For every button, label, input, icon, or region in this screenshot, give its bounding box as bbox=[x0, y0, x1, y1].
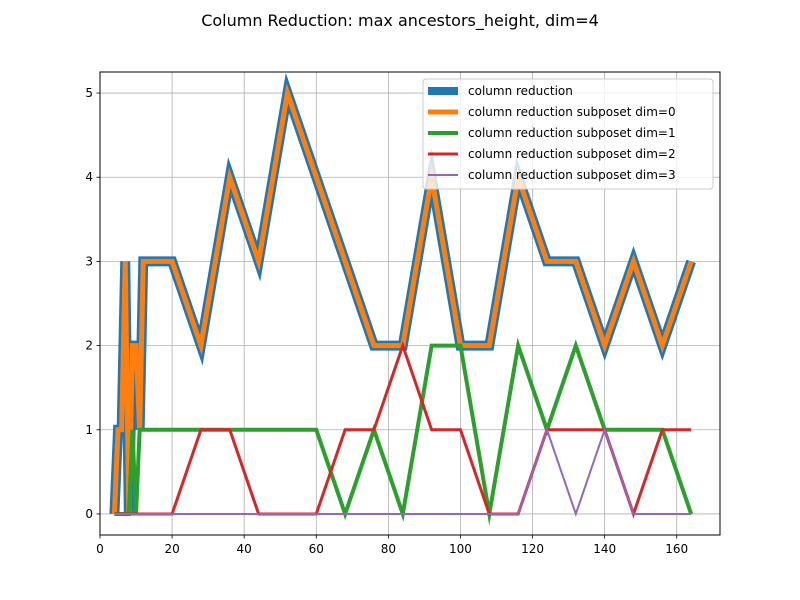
legend-label: column reduction subposet dim=0 bbox=[468, 105, 676, 119]
x-tick-label: 120 bbox=[521, 542, 544, 556]
x-tick-label: 140 bbox=[593, 542, 616, 556]
series-line-4 bbox=[114, 426, 692, 518]
legend-label: column reduction subposet dim=3 bbox=[468, 168, 676, 182]
y-tick-label: 0 bbox=[85, 507, 93, 521]
x-tick-label: 40 bbox=[237, 542, 252, 556]
x-tick-label: 0 bbox=[96, 542, 104, 556]
y-tick-label: 2 bbox=[85, 339, 93, 353]
legend-label: column reduction bbox=[468, 84, 573, 98]
legend-box bbox=[422, 78, 714, 190]
x-tick-label: 160 bbox=[665, 542, 688, 556]
y-tick-label: 5 bbox=[85, 86, 93, 100]
chart-title: Column Reduction: max ancestors_height, … bbox=[201, 11, 599, 31]
series-layer bbox=[109, 72, 696, 526]
legend-label: column reduction subposet dim=2 bbox=[468, 147, 676, 161]
legend: column reduction column reduction subpose… bbox=[422, 78, 714, 190]
legend-label: column reduction subposet dim=1 bbox=[468, 126, 676, 140]
legend-swatch bbox=[428, 87, 458, 95]
series-line-3 bbox=[114, 340, 692, 519]
y-tick-label: 3 bbox=[85, 254, 93, 268]
x-tick-label: 80 bbox=[381, 542, 396, 556]
x-tick-label: 100 bbox=[449, 542, 472, 556]
y-tick-label: 1 bbox=[85, 423, 93, 437]
ticks: 0 20 40 60 80 100 120 140 160 0 1 2 3 4 5 bbox=[85, 86, 688, 556]
y-tick-label: 4 bbox=[85, 170, 93, 184]
x-tick-label: 60 bbox=[309, 542, 324, 556]
x-tick-label: 20 bbox=[164, 542, 179, 556]
plot-frame bbox=[99, 71, 721, 536]
